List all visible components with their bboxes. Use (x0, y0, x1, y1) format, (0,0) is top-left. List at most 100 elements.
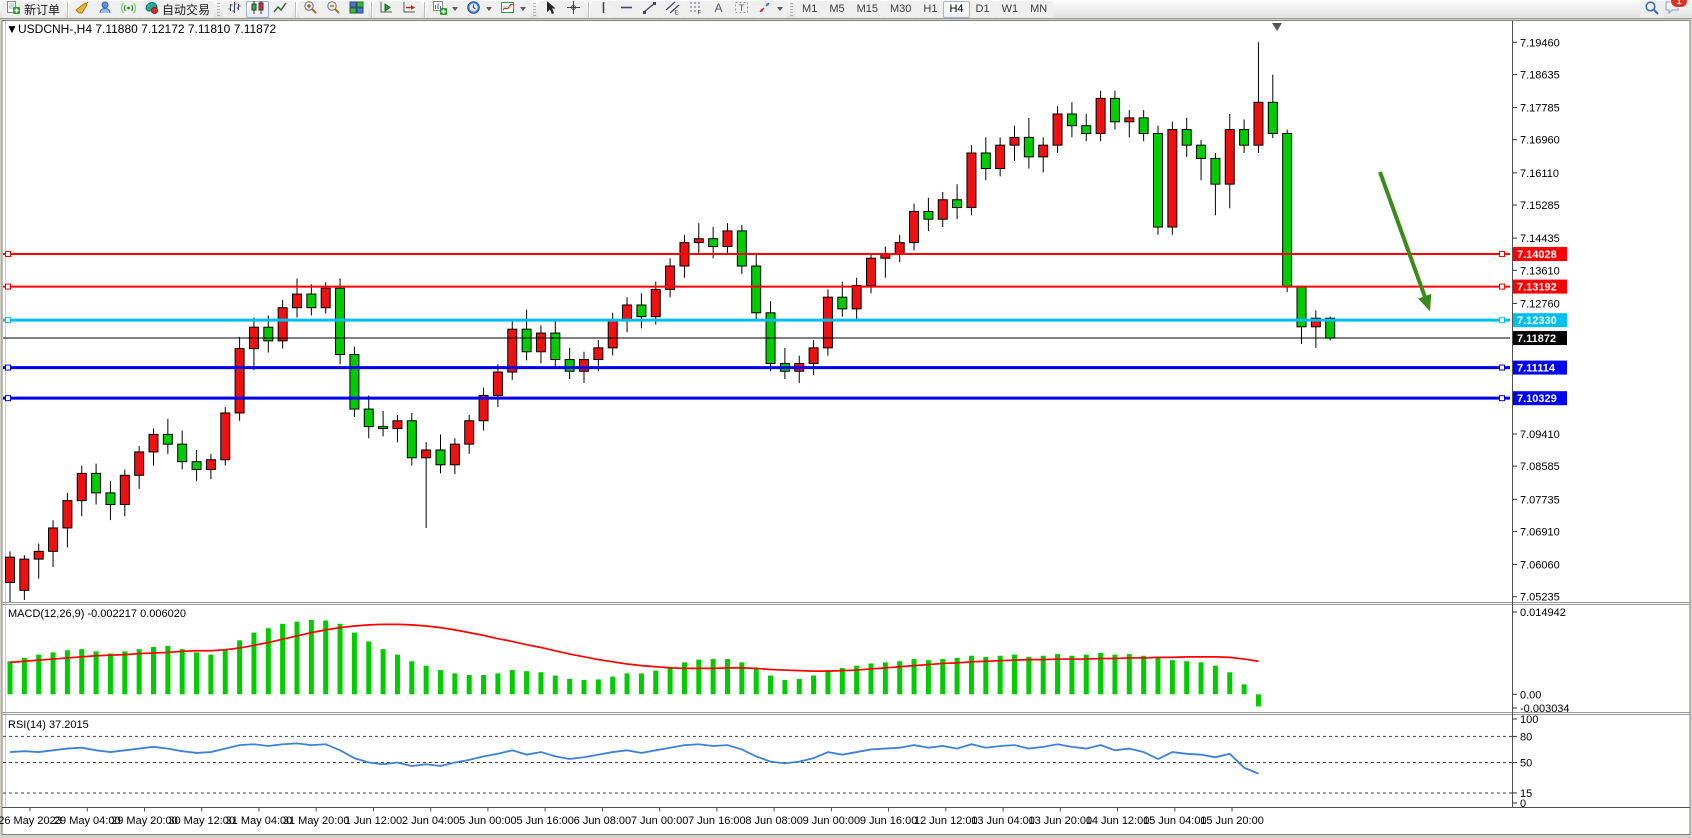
indicators-button[interactable] (496, 0, 531, 18)
chart-frame-layer: 7.19460 7.18635 7.17785 7.16960 7.16110 7.152… (0, 20, 1691, 835)
rsi-label: RSI(14) 37.2015 (8, 719, 89, 731)
trendline-button[interactable] (638, 0, 662, 18)
tf-h1-button[interactable]: H1 (917, 0, 944, 18)
line-handle[interactable] (5, 364, 11, 371)
chevron-down-icon (486, 7, 493, 11)
scroll-to-end-button[interactable] (375, 0, 399, 18)
candle-body (1181, 129, 1192, 146)
equidistant-channel-button[interactable]: E (661, 0, 685, 18)
fibonacci-button[interactable]: F (684, 0, 708, 18)
cursor-button[interactable] (539, 0, 563, 18)
time-label: 5 Jun 16:00 (516, 815, 574, 827)
profiles-button[interactable] (462, 0, 497, 18)
candle-body (751, 265, 762, 314)
line-handle[interactable] (5, 251, 11, 257)
line-handle[interactable] (1499, 364, 1505, 371)
chevron-down-icon (452, 7, 459, 11)
auto-trading-button[interactable]: 自动交易 (140, 0, 215, 18)
toolbar-grip (533, 2, 537, 16)
macd-histogram-bar (481, 675, 487, 695)
collapse-ohlc-icon[interactable]: ▼ (6, 22, 18, 36)
macd-histogram-bar (739, 662, 745, 695)
chart-title: USDCNH-,H4 7.11880 7.12172 7.11810 7.118… (18, 22, 277, 36)
chevron-down-icon (520, 7, 527, 11)
macd-histogram-bar (1198, 662, 1204, 695)
candlestick-chart-button[interactable] (246, 0, 270, 18)
fibonacci-icon: F (688, 0, 703, 18)
line-handle[interactable] (1499, 251, 1505, 257)
candle-body (1109, 97, 1120, 123)
candle-body (622, 304, 633, 322)
macd-histogram-bar (50, 652, 56, 695)
line-handle[interactable] (5, 395, 11, 402)
tf-m30-button[interactable]: M30 (884, 0, 918, 18)
tf-m1-button[interactable]: M1 (796, 0, 824, 18)
bar-chart-button[interactable] (223, 0, 247, 18)
macd-histogram-bar (1069, 655, 1075, 695)
zoom-out-icon (326, 0, 341, 18)
macd-histogram-bar (667, 666, 673, 695)
trend-arrow-head[interactable] (1418, 293, 1432, 312)
text-label-button[interactable]: T (730, 0, 754, 18)
levels-layer[interactable]: 7.14028 7.13192 7.12330 7.11872 7.11114 7.103… (3, 247, 1567, 406)
macd-histogram-bar (466, 675, 472, 695)
candle-body (134, 451, 145, 476)
macd-histogram-bar (394, 654, 400, 695)
time-label: 29 May 04:00 (54, 815, 121, 827)
macd-histogram-bar (753, 668, 759, 695)
new-chart-button[interactable] (428, 0, 463, 18)
horizontal-line-button[interactable] (615, 0, 639, 18)
candle-body (320, 287, 331, 309)
candle-body (363, 408, 374, 428)
tf-w1-button[interactable]: W1 (995, 0, 1025, 18)
price-tick-label: 7.13610 (1520, 265, 1560, 277)
chart-shift-marker[interactable] (1272, 23, 1282, 31)
signals-button[interactable] (117, 0, 141, 18)
line-handle[interactable] (5, 317, 11, 324)
price-tick-label: 7.16110 (1520, 168, 1559, 180)
price-badge-label: 7.12330 (1517, 315, 1557, 327)
search-button[interactable] (1640, 0, 1664, 18)
tf-h4-button[interactable]: H4 (943, 0, 970, 18)
crosshair-button[interactable] (562, 0, 586, 18)
tile-windows-button[interactable] (345, 0, 369, 18)
price-tick-label: 7.07735 (1520, 494, 1560, 506)
line-handle[interactable] (1499, 283, 1505, 290)
price-tick-label: 7.12760 (1520, 298, 1560, 310)
vertical-line-button[interactable] (592, 0, 616, 18)
zoom-out-button[interactable] (322, 0, 346, 18)
line-handle[interactable] (5, 283, 11, 290)
macd-histogram-bar (1098, 652, 1104, 695)
price-badge (1513, 360, 1567, 375)
zoom-in-button[interactable] (299, 0, 323, 18)
community-button[interactable] (94, 0, 118, 18)
toolbar-grip (217, 2, 221, 16)
new-order-button[interactable]: 新订单 (2, 0, 65, 18)
indicators-icon (500, 0, 515, 18)
cursor-arrow-icon (543, 0, 558, 18)
chart-shift-button[interactable] (398, 0, 422, 18)
text-tool-button[interactable]: A (707, 0, 731, 18)
tf-m5-button[interactable]: M5 (823, 0, 851, 18)
toolbar-grip (790, 2, 794, 16)
line-handle[interactable] (1499, 395, 1505, 402)
tf-d1-button[interactable]: D1 (969, 0, 996, 18)
time-label: 12 Jun 12:00 (914, 815, 978, 827)
arrows-tool-button[interactable] (753, 0, 788, 18)
macd-histogram-bar (581, 679, 587, 695)
candle-body (1081, 125, 1092, 134)
candle-body (564, 359, 575, 372)
trend-arrow-line[interactable] (1378, 171, 1428, 301)
rsi-tick-label: 100 (1520, 714, 1538, 726)
macd-histogram-bar (265, 628, 271, 695)
crosshair-icon (566, 0, 581, 18)
broadcast-button[interactable] (71, 0, 95, 18)
tf-mn-button[interactable]: MN (1024, 0, 1054, 18)
candle-body (966, 152, 977, 209)
line-chart-button[interactable] (269, 0, 293, 18)
line-handle[interactable] (1499, 317, 1505, 324)
chat-button[interactable]: 1 (1664, 0, 1687, 20)
tf-m15-button[interactable]: M15 (850, 0, 884, 18)
